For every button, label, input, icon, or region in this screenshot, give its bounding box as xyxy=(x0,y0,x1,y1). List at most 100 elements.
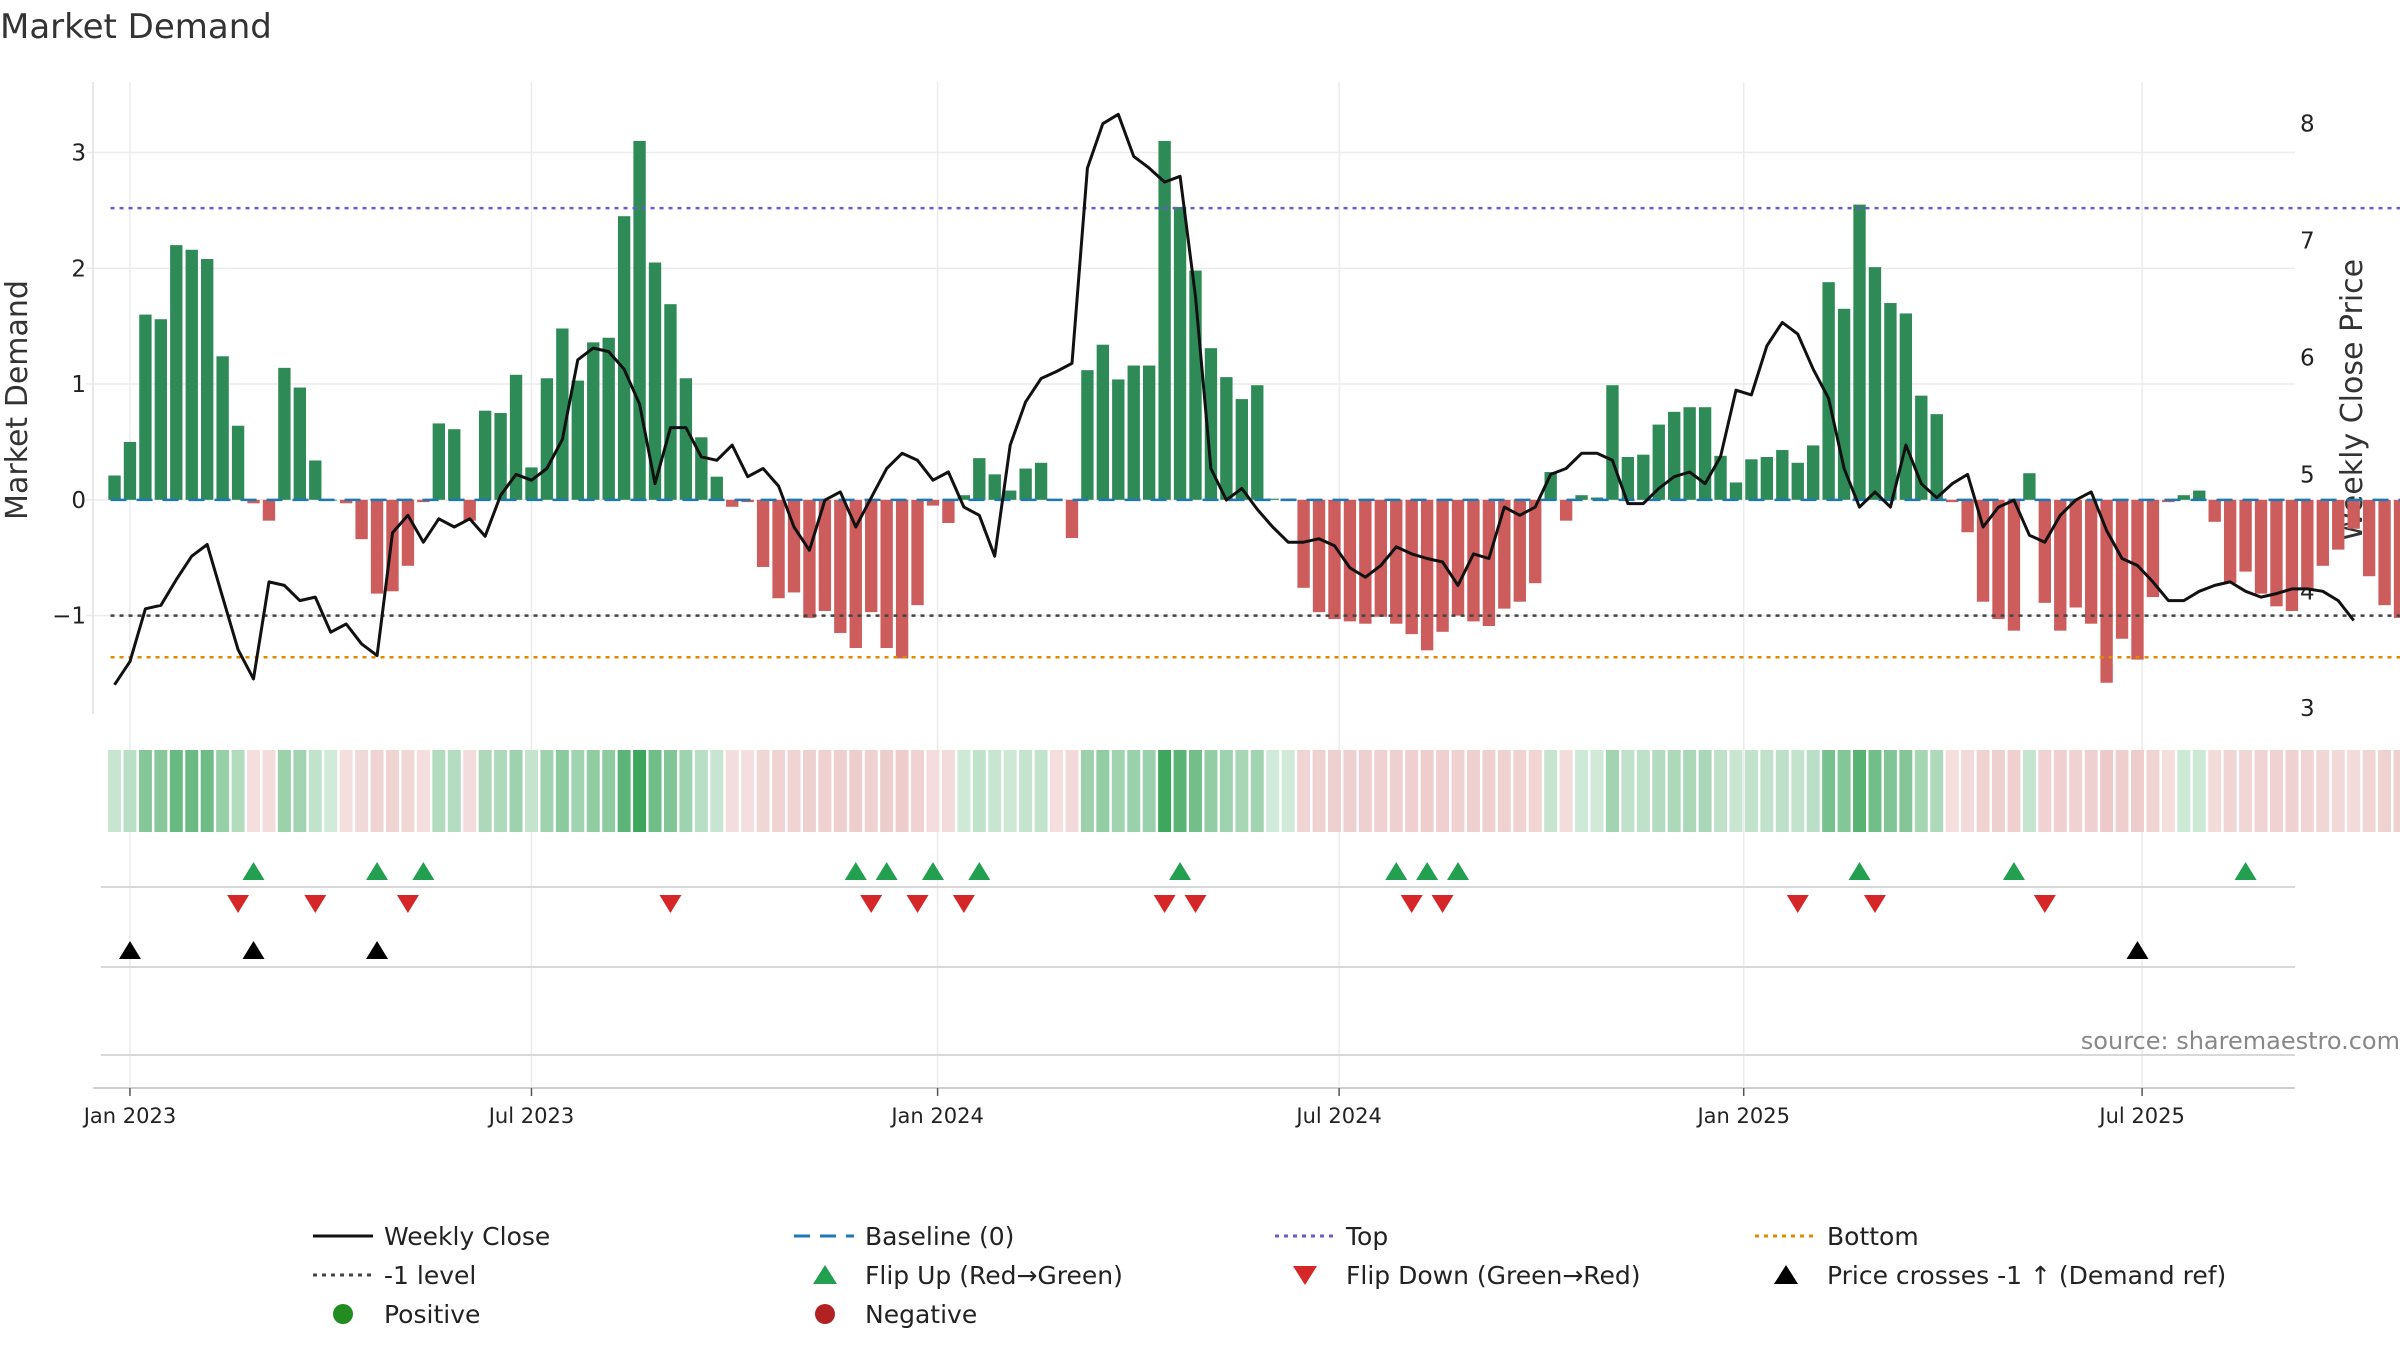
heat-cell xyxy=(1837,750,1851,832)
heat-cell xyxy=(1127,750,1141,832)
heat-cell xyxy=(1327,750,1341,832)
heat-cell xyxy=(355,750,369,832)
heat-cell xyxy=(1405,750,1419,832)
heat-cell xyxy=(1729,750,1743,832)
flip-down-marker xyxy=(2033,895,2056,913)
demand-bar xyxy=(1822,282,1835,500)
heat-cell xyxy=(308,750,322,832)
y-tick-label: −1 xyxy=(52,604,86,630)
demand-bar xyxy=(988,474,1001,500)
flip-down-marker xyxy=(1431,895,1454,913)
heat-cell xyxy=(2022,750,2036,832)
demand-bar xyxy=(1668,411,1681,500)
legend: Weekly Close Baseline (0) Top Bottom -1 … xyxy=(313,1222,2226,1329)
demand-bar xyxy=(1482,499,1496,627)
heat-cell xyxy=(1590,750,1604,832)
legend-label: Price crosses -1 ↑ (Demand ref) xyxy=(1827,1261,2226,1290)
demand-bar xyxy=(1884,303,1897,500)
heat-cell xyxy=(2053,750,2067,832)
demand-bar xyxy=(1112,379,1125,500)
demand-bar xyxy=(803,499,816,618)
demand-bar xyxy=(1451,499,1465,616)
demand-bar xyxy=(1065,499,1079,539)
heat-cell xyxy=(694,750,708,832)
demand-bar xyxy=(1034,462,1048,500)
heat-cell xyxy=(648,750,662,832)
heat-cell xyxy=(849,750,863,832)
heat-cell xyxy=(617,750,631,832)
legend-label: Negative xyxy=(865,1300,977,1329)
heat-cell xyxy=(1281,750,1295,832)
flip-up-marker xyxy=(366,862,389,880)
demand-bar xyxy=(139,314,152,500)
flip-down-marker xyxy=(1153,895,1176,913)
heat-cell xyxy=(247,750,260,832)
heat-cell xyxy=(1621,750,1635,832)
heat-cell xyxy=(2069,750,2083,832)
demand-bar xyxy=(1621,456,1635,500)
price-cross-marker xyxy=(2126,941,2149,959)
x-tick-label: Jan 2024 xyxy=(889,1104,984,1128)
legend-item-price-cross: Price crosses -1 ↑ (Demand ref) xyxy=(1774,1261,2226,1290)
heat-cell xyxy=(1420,750,1434,832)
heat-cell xyxy=(2269,750,2283,832)
heat-cell xyxy=(1235,750,1249,832)
circle-icon xyxy=(333,1304,353,1324)
heat-cell xyxy=(1667,750,1681,832)
heat-cell xyxy=(802,750,816,832)
flip-down-marker xyxy=(1863,895,1886,913)
demand-bar xyxy=(201,259,214,500)
heat-cell xyxy=(1559,750,1573,832)
heat-cell xyxy=(1883,750,1897,832)
heat-cell xyxy=(2254,750,2268,832)
heat-cell xyxy=(1297,750,1311,832)
weekly-close-line xyxy=(113,112,2355,686)
heat-cell xyxy=(2316,750,2330,832)
heat-cell xyxy=(1034,750,1048,832)
demand-bar xyxy=(2270,499,2283,607)
heat-cell xyxy=(1482,750,1496,832)
legend-item-negative: Negative xyxy=(815,1300,977,1329)
demand-bar xyxy=(278,367,291,500)
heat-cell xyxy=(1080,750,1094,832)
demand-bar xyxy=(2007,499,2021,631)
heat-cell xyxy=(339,750,353,832)
heat-cell xyxy=(1096,750,1110,832)
heat-cell xyxy=(2331,750,2345,832)
heat-cell xyxy=(833,750,847,832)
heat-cell xyxy=(663,750,677,832)
demand-bar xyxy=(2069,499,2082,608)
demand-bar xyxy=(1637,454,1650,500)
demand-bar xyxy=(926,499,940,506)
demand-bar xyxy=(1791,462,1804,500)
heat-cell xyxy=(185,750,199,832)
heat-cell xyxy=(1513,750,1527,832)
heat-cell xyxy=(1853,750,1867,832)
heat-cell xyxy=(1497,750,1511,832)
demand-bar xyxy=(1405,499,1418,635)
heat-cell xyxy=(432,750,446,832)
y2-tick-label: 3 xyxy=(2300,696,2315,722)
demand-bar xyxy=(2393,499,2400,618)
heat-cell xyxy=(1683,750,1697,832)
demand-bar xyxy=(648,262,662,500)
demand-bar xyxy=(2038,499,2052,603)
heat-cell xyxy=(911,750,925,832)
flip-down-marker xyxy=(1786,895,1809,913)
y2-tick-label: 6 xyxy=(2300,345,2315,371)
demand-bar xyxy=(1498,499,1511,609)
demand-bar xyxy=(1420,499,1434,651)
reference-lines xyxy=(110,206,2400,659)
demand-bar xyxy=(1930,414,1943,500)
demand-bar xyxy=(1807,445,1820,500)
heat-cell xyxy=(277,750,291,832)
y2-tick-label: 8 xyxy=(2300,112,2315,138)
heat-cell xyxy=(2177,750,2191,832)
demand-bar xyxy=(540,378,554,500)
heat-cell xyxy=(370,750,384,832)
demand-bar xyxy=(1714,455,1727,500)
demand-bar xyxy=(2347,499,2360,529)
source-note: source: sharemaestro.com xyxy=(2081,1027,2400,1055)
demand-bar xyxy=(1235,399,1249,500)
heat-cell xyxy=(1219,750,1233,832)
